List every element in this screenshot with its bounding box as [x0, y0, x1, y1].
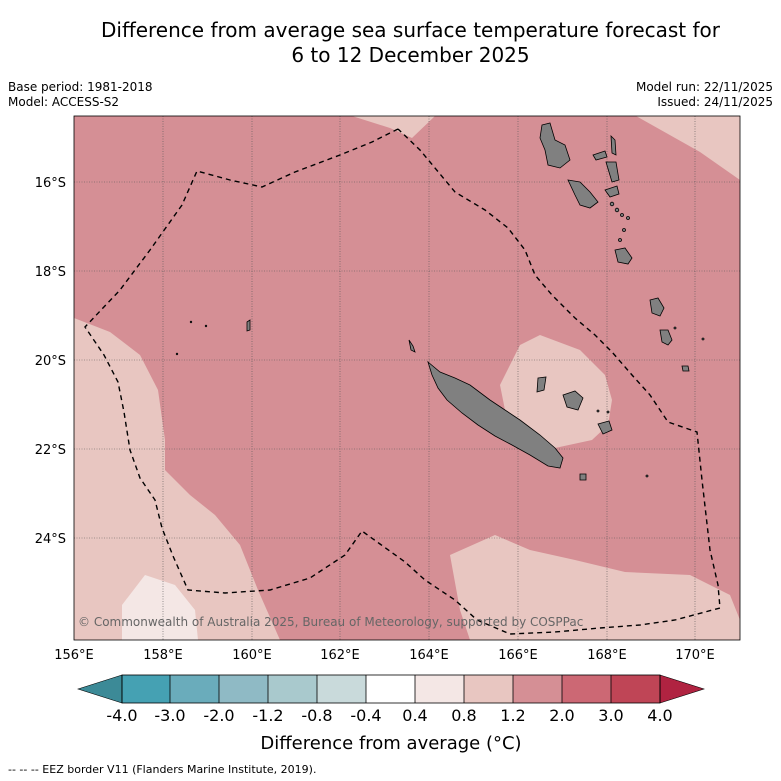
ouvea-island — [536, 376, 547, 393]
colorbar-bin-7 — [415, 675, 464, 703]
colorbar-bin-11 — [611, 675, 660, 703]
colorbar-label-7: 0.4 — [402, 706, 427, 725]
colorbar-frame — [121, 674, 661, 704]
colorbar-label-8: 0.8 — [451, 706, 476, 725]
lon-label-170e: 170°E — [675, 648, 715, 663]
lon-label-166e: 166°E — [498, 648, 538, 663]
colorbar-bin-6 — [366, 675, 415, 703]
anomaly-region-west — [74, 318, 280, 640]
colorbar-bin-8 — [464, 675, 513, 703]
ambae-maewo — [610, 134, 617, 156]
mare-island — [597, 420, 613, 435]
anomaly-region-lowest — [122, 575, 198, 640]
pentecost — [605, 161, 620, 183]
issued-date: Issued: 24/11/2025 — [657, 95, 773, 109]
lon-label-162e: 162°E — [320, 648, 360, 663]
lon-label-164e: 164°E — [409, 648, 449, 663]
colorbar-label-9: 1.2 — [500, 706, 525, 725]
meta-left: Base period: 1981-2018 Model: ACCESS-S2 — [8, 80, 153, 110]
colorbar-bin-10 — [562, 675, 611, 703]
lon-label-156e: 156°E — [54, 648, 94, 663]
belep-islands — [408, 339, 416, 353]
colorbar-label-5: -0.8 — [301, 706, 332, 725]
anomaly-region-northeast — [636, 116, 740, 180]
lat-label-18s: 18°S — [35, 265, 66, 280]
colorbar-label-1: -4.0 — [106, 706, 137, 725]
chart-title: Difference from average sea surface temp… — [40, 18, 781, 68]
isle-of-pines — [579, 473, 587, 481]
colorbar: -4.0 -3.0 -2.0 -1.2 -0.8 -0.4 0.4 0.8 1.… — [77, 674, 705, 754]
colorbar-label-6: -0.4 — [350, 706, 381, 725]
colorbar-label-11: 3.0 — [598, 706, 623, 725]
ambrym — [604, 185, 620, 198]
colorbar-bin-5 — [317, 675, 366, 703]
map-plot-area: © Commonwealth of Australia 2025, Bureau… — [74, 116, 740, 640]
efate — [614, 247, 633, 265]
anomaly-region-south — [450, 535, 740, 640]
land-masses — [175, 122, 705, 481]
copyright-notice: © Commonwealth of Australia 2025, Bureau… — [78, 615, 583, 629]
lon-label-158e: 158°E — [143, 648, 183, 663]
lon-label-160e: 160°E — [232, 648, 272, 663]
lat-label-24s: 24°S — [35, 532, 66, 547]
colorbar-bin-2 — [170, 675, 219, 703]
title-line-2: 6 to 12 December 2025 — [291, 43, 530, 67]
eez-legend-note: -- -- -- EEZ border V11 (Flanders Marine… — [8, 763, 317, 776]
colorbar-label-3: -2.0 — [203, 706, 234, 725]
new-caledonia-grande-terre — [427, 360, 564, 469]
model-name: Model: ACCESS-S2 — [8, 95, 120, 109]
lat-label-22s: 22°S — [35, 443, 66, 458]
model-run: Model run: 22/11/2025 — [635, 80, 773, 94]
colorbar-label-10: 2.0 — [549, 706, 574, 725]
lat-label-20s: 20°S — [35, 354, 66, 369]
anomaly-region-east — [500, 335, 612, 448]
tanna — [659, 329, 673, 346]
longitude-labels: 156°E 158°E 160°E 162°E 164°E 166°E 168°… — [54, 648, 715, 663]
erromango — [649, 297, 665, 317]
eez-border — [84, 128, 721, 635]
title-line-1: Difference from average sea surface temp… — [100, 18, 720, 42]
malo-island — [592, 150, 608, 161]
latitude-labels: 16°S 18°S 20°S 22°S 24°S — [35, 176, 66, 547]
chesterfield-reef — [246, 319, 251, 332]
colorbar-bin-4 — [268, 675, 317, 703]
colorbar-bin-1 — [122, 675, 170, 703]
colorbar-low-extend — [77, 674, 123, 704]
colorbar-bin-3 — [219, 675, 268, 703]
base-period: Base period: 1981-2018 — [8, 80, 153, 94]
graticule — [74, 116, 740, 640]
colorbar-label-2: -3.0 — [154, 706, 185, 725]
lon-label-168e: 168°E — [587, 648, 627, 663]
colorbar-title: Difference from average (°C) — [260, 733, 521, 754]
lifou-island — [562, 390, 584, 411]
colorbar-bin-9 — [513, 675, 562, 703]
malekula — [567, 179, 599, 209]
colorbar-label-4: -1.2 — [252, 706, 283, 725]
colorbar-high-extend — [659, 674, 705, 704]
colorbar-dividers — [121, 675, 661, 703]
colorbar-label-12: 4.0 — [647, 706, 672, 725]
lat-label-16s: 16°S — [35, 176, 66, 191]
meta-right: Model run: 22/11/2025 Issued: 24/11/2025 — [636, 80, 773, 110]
anomaly-region-north — [352, 116, 435, 138]
espiritu-santo — [539, 122, 571, 169]
aneityum — [681, 365, 690, 372]
map-frame — [73, 115, 741, 641]
